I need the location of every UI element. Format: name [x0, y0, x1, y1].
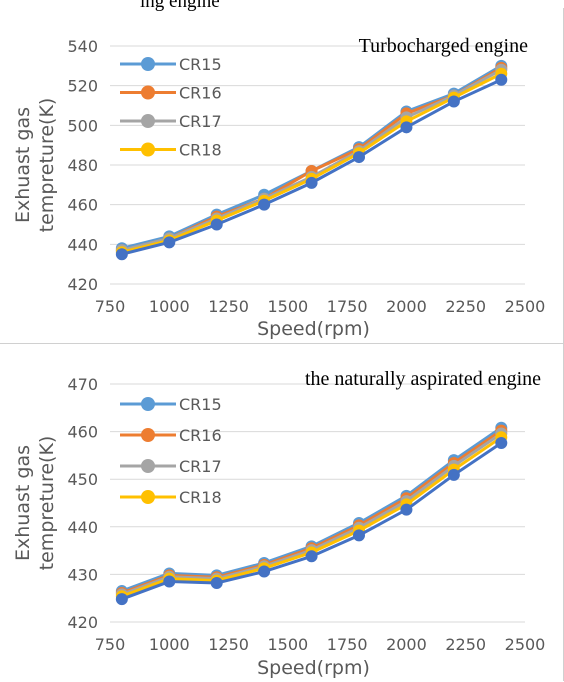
- legend-marker-CR18: [141, 142, 155, 157]
- chart-turbocharged: 420 440 460 480 500 520 540 750 1000 1250 1500 1750…: [12, 35, 546, 340]
- legend-label-CR16: CR16: [179, 426, 222, 445]
- data-point-front: [210, 576, 223, 589]
- y-axis-title-line: Exhuast gas: [12, 107, 34, 223]
- x-tick-label: 2250: [445, 635, 486, 654]
- series-line-CR16: [121, 429, 503, 595]
- x-tick-label: 1000: [149, 297, 190, 316]
- x-tick-label: 2000: [386, 635, 427, 654]
- x-tick-label: 2500: [505, 297, 546, 316]
- y-axis-title-line: tempreture(K): [36, 98, 58, 233]
- data-point-front: [163, 575, 176, 588]
- y-axis-title-line: tempreture(K): [36, 436, 58, 571]
- x-axis-title: Speed(rpm): [257, 657, 370, 679]
- legend-marker-CR15: [141, 397, 155, 411]
- y-tick-label: 470: [67, 375, 98, 394]
- y-axis-title: Exhuast gas tempreture(K): [12, 436, 58, 571]
- legend-label-CR18: CR18: [179, 488, 222, 507]
- legend-label-CR15: CR15: [179, 55, 222, 74]
- data-point-front: [115, 248, 128, 261]
- y-tick-label: 460: [67, 423, 98, 442]
- chart-title: Turbocharged engine: [359, 35, 529, 57]
- x-tick-label: 1250: [208, 635, 249, 654]
- data-point-front: [258, 565, 271, 578]
- data-point-front: [115, 593, 128, 606]
- y-tick-label: 450: [67, 470, 98, 489]
- y-axis-title-line: Exhuast gas: [12, 445, 34, 561]
- x-tick-label: 1000: [149, 635, 190, 654]
- data-point-front: [353, 151, 365, 164]
- legend-label-CR17: CR17: [179, 457, 222, 476]
- data-point-front: [495, 73, 508, 86]
- page-caption-fragment: ing engine: [0, 0, 564, 16]
- legend-marker-CR17: [141, 114, 155, 128]
- legend-marker-CR15: [141, 57, 155, 71]
- x-tick-label: 1500: [267, 635, 308, 654]
- y-tick-label: 440: [67, 235, 98, 254]
- legend-marker-CR16: [141, 428, 155, 442]
- data-point-front: [447, 95, 460, 108]
- legend-label-CR17: CR17: [179, 112, 222, 131]
- x-tick-label: 1750: [327, 297, 368, 316]
- y-tick-label: 440: [67, 518, 98, 537]
- y-tick-label: 420: [67, 275, 98, 294]
- x-tick-label: 2250: [445, 297, 486, 316]
- chart-panel-turbocharged: 420 440 460 480 500 520 540 750 1000 1250 1500 1750…: [0, 8, 564, 343]
- data-point-front: [353, 529, 365, 542]
- y-axis-title: Exhuast gas tempreture(K): [12, 98, 58, 233]
- y-tick-label: 420: [67, 613, 98, 632]
- chart-naturally-aspirated: 420 430 440 450 460 470 750 1000 1250 1500 1750 200…: [12, 368, 546, 679]
- y-tick-label: 430: [67, 565, 98, 584]
- data-point-front: [258, 198, 271, 211]
- x-tick-label: 750: [95, 297, 126, 316]
- x-tick-label: 1750: [327, 635, 368, 654]
- data-point-front: [400, 503, 413, 516]
- x-tick-label: 1500: [267, 297, 308, 316]
- data-point-front: [305, 176, 318, 189]
- data-point-front: [210, 218, 223, 231]
- y-tick-label: 480: [67, 156, 98, 175]
- legend-marker-CR16: [141, 85, 155, 100]
- legend-label-CR15: CR15: [179, 395, 222, 414]
- chart-panel-naturally-aspirated: 420 430 440 450 460 470 750 1000 1250 1500 1750 200…: [0, 343, 564, 681]
- legend-label-CR16: CR16: [179, 84, 222, 103]
- y-tick-label: 520: [67, 77, 98, 96]
- data-point-front: [447, 468, 460, 481]
- data-point-front: [305, 550, 318, 563]
- data-point-front: [495, 437, 508, 450]
- x-tick-label: 2500: [505, 635, 546, 654]
- y-tick-label: 460: [67, 196, 98, 215]
- data-point-front: [163, 236, 176, 249]
- page-caption-text: ing engine: [140, 0, 220, 12]
- data-point-front: [400, 121, 413, 134]
- y-tick-label: 540: [67, 37, 98, 56]
- x-tick-label: 1250: [208, 297, 249, 316]
- x-axis-title: Speed(rpm): [257, 318, 370, 340]
- legend-marker-CR17: [141, 459, 155, 473]
- legend-marker-CR18: [141, 490, 155, 504]
- x-tick-label: 2000: [386, 297, 427, 316]
- legend-label-CR18: CR18: [179, 141, 222, 160]
- series-line-CR15: [121, 426, 503, 593]
- x-tick-label: 750: [95, 635, 126, 654]
- chart-title: the naturally aspirated engine: [305, 368, 541, 390]
- y-tick-label: 500: [67, 116, 98, 135]
